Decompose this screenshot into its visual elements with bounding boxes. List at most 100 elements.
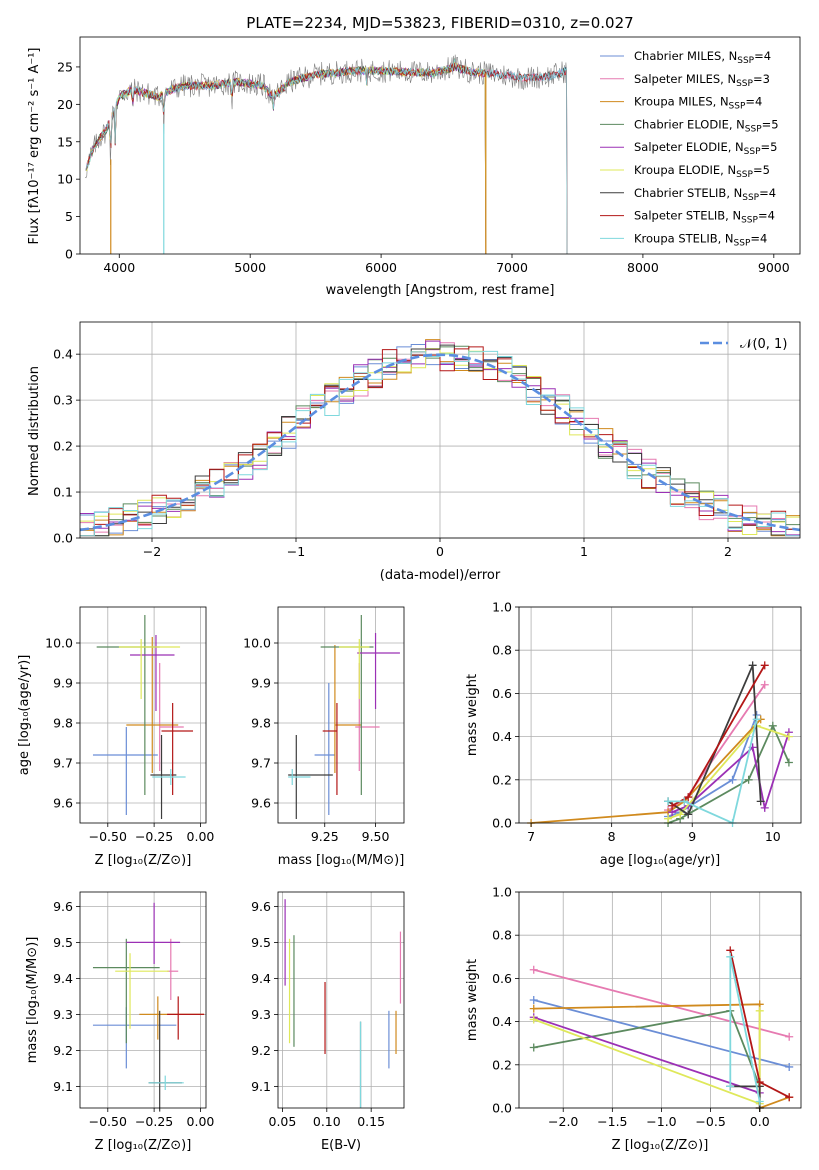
- age-vs-mass-panel: 9.25 9.50 9.6 9.7 9.8 9.9 10.0 mass [log₁₀(M/M…: [243, 606, 405, 868]
- y-tick-label: 9.3: [251, 1007, 271, 1022]
- spectrum-legend: Chabrier MILES, NSSP=4 Salpeter MILES, NS…: [600, 49, 779, 248]
- legend-value: =4: [745, 95, 762, 109]
- y-tick-label: 0.6: [492, 971, 512, 986]
- y-axis-label: mass weight: [465, 674, 480, 756]
- legend-label: Chabrier STELIB, NSSP=4: [634, 186, 776, 203]
- weight-point-marker: [755, 1078, 764, 1087]
- weight-point-marker: [668, 801, 677, 810]
- y-tick-label: 1.0: [492, 600, 512, 615]
- x-tick-label: 7000: [496, 260, 528, 275]
- x-axis-label: E(B-V): [321, 1138, 361, 1153]
- x-tick-label: −1: [287, 544, 305, 559]
- legend-subscript: SSP: [737, 56, 754, 66]
- legend-subscript: SSP: [734, 238, 751, 248]
- x-tick-label: 1: [580, 544, 588, 559]
- spectrum-panel: PLATE=2234, MJD=53823, FIBERID=0310, z=0…: [27, 14, 801, 298]
- x-tick-label: −0.25: [135, 1114, 173, 1129]
- y-tick-label: 0: [65, 247, 73, 262]
- plot-frame: [518, 606, 802, 824]
- weight-series-line: [730, 1085, 761, 1108]
- x-tick-label: 4000: [103, 260, 135, 275]
- x-axis-label: wavelength [Angstrom, rest frame]: [326, 283, 555, 298]
- age-vs-metallicity-panel: −0.50 −0.25 0.00 9.6 9.7 9.8 9.9 10.0 Z [log₁₀(…: [17, 606, 214, 868]
- weight-point-marker: [755, 1097, 764, 1106]
- x-tick-label: 8000: [627, 260, 659, 275]
- y-tick-label: 9.4: [251, 971, 271, 986]
- weight-point-marker: [664, 814, 673, 823]
- y-tick-label: 0.0: [53, 531, 73, 546]
- y-tick-label: 25: [57, 59, 73, 74]
- y-tick-label: 9.2: [251, 1043, 271, 1058]
- x-tick-label: −0.50: [89, 829, 127, 844]
- weight-point-marker: [664, 797, 673, 806]
- y-tick-label: 0.2: [53, 439, 73, 454]
- legend-subscript: SSP: [729, 102, 746, 112]
- chart-title: PLATE=2234, MJD=53823, FIBERID=0310, z=0…: [246, 14, 633, 32]
- weight-point-marker: [755, 1006, 764, 1015]
- legend-label: Chabrier MILES, NSSP=4: [634, 49, 771, 66]
- legend-label: Salpeter ELODIE, NSSP=5: [634, 140, 777, 157]
- x-tick-label: 6000: [365, 260, 397, 275]
- legend-label: Kroupa STELIB, NSSP=4: [634, 231, 767, 248]
- y-tick-label: 0.1: [53, 485, 73, 500]
- y-tick-label: 0.4: [492, 729, 512, 744]
- x-tick-label: 0.15: [357, 1114, 385, 1129]
- weight-point-marker: [756, 797, 765, 806]
- x-tick-label: 9.25: [311, 829, 339, 844]
- y-tick-label: 9.6: [53, 796, 73, 811]
- legend-label: Salpeter STELIB, NSSP=4: [634, 209, 775, 226]
- plot-frame: [79, 36, 801, 255]
- weight-point-marker: [760, 803, 769, 812]
- y-tick-label: 5: [65, 209, 73, 224]
- plot-frame: [79, 606, 207, 824]
- x-tick-label: −0.50: [89, 1114, 127, 1129]
- y-tick-label: 9.1: [53, 1079, 73, 1094]
- mass-weight-vs-metallicity-panel: −2.0 −1.5 −1.0 −0.5 0.0 0.0 0.2 0.4 0.6 0.8 1.0 Z …: [465, 885, 802, 1153]
- x-tick-label: 2: [724, 544, 732, 559]
- x-tick-label: −2: [143, 544, 161, 559]
- y-tick-label: 15: [57, 134, 73, 149]
- y-tick-label: 9.4: [53, 971, 73, 986]
- y-axis-label: age [log₁₀(age/yr)]: [17, 655, 32, 776]
- weight-point-marker: [785, 1062, 794, 1071]
- y-tick-label: 9.9: [251, 676, 271, 691]
- x-tick-label: 0: [436, 544, 444, 559]
- y-tick-label: 9.8: [251, 716, 271, 731]
- y-tick-label: 9.6: [53, 899, 73, 914]
- y-axis-label: mass [log₁₀(M/M⊙)]: [25, 937, 40, 1064]
- y-tick-label: 0.3: [53, 393, 73, 408]
- model-spectrum-line: [85, 64, 568, 255]
- y-axis-label: Flux [fλ10⁻¹⁷ erg cm⁻² s⁻¹ A⁻¹]: [27, 48, 42, 245]
- weight-point-marker: [726, 952, 735, 961]
- y-tick-label: 9.5: [251, 935, 271, 950]
- y-tick-label: 0.2: [492, 772, 512, 787]
- residual-histogram-panel: −2 −1 0 1 2 0.0 0.1 0.2 0.3 0.4 (data-model)/erro…: [27, 321, 801, 583]
- x-tick-label: −0.5: [695, 1114, 725, 1129]
- y-tick-label: 9.7: [53, 756, 73, 771]
- legend-value: =5: [762, 117, 779, 131]
- weight-series-line: [671, 732, 790, 814]
- weight-point-marker: [684, 810, 693, 819]
- x-tick-label: 0.05: [269, 1114, 297, 1129]
- legend-subscript: SSP: [742, 193, 759, 203]
- weight-point-marker: [748, 661, 757, 670]
- x-axis-label: age [log₁₀(age/yr)]: [600, 853, 721, 868]
- weight-point-marker: [680, 797, 689, 806]
- x-tick-label: 9: [688, 829, 696, 844]
- weight-point-marker: [529, 996, 538, 1004]
- x-tick-label: 10: [765, 829, 781, 844]
- legend-subscript: SSP: [745, 124, 762, 134]
- x-tick-label: 9000: [758, 260, 790, 275]
- mass-vs-metallicity-panel: −0.50 −0.25 0.00 9.1 9.2 9.3 9.4 9.5 9.6 Z [log₁…: [25, 891, 214, 1153]
- x-tick-label: 7: [527, 829, 535, 844]
- y-tick-label: 9.6: [251, 796, 271, 811]
- weight-point-marker: [529, 1043, 538, 1052]
- legend-subscript: SSP: [736, 79, 753, 89]
- model-spectrum-line: [85, 60, 568, 255]
- weight-point-marker: [529, 965, 538, 974]
- y-tick-label: 9.3: [53, 1007, 73, 1022]
- weight-point-marker: [785, 1093, 794, 1102]
- weight-series-line: [667, 724, 790, 820]
- weight-point-marker: [726, 1082, 735, 1091]
